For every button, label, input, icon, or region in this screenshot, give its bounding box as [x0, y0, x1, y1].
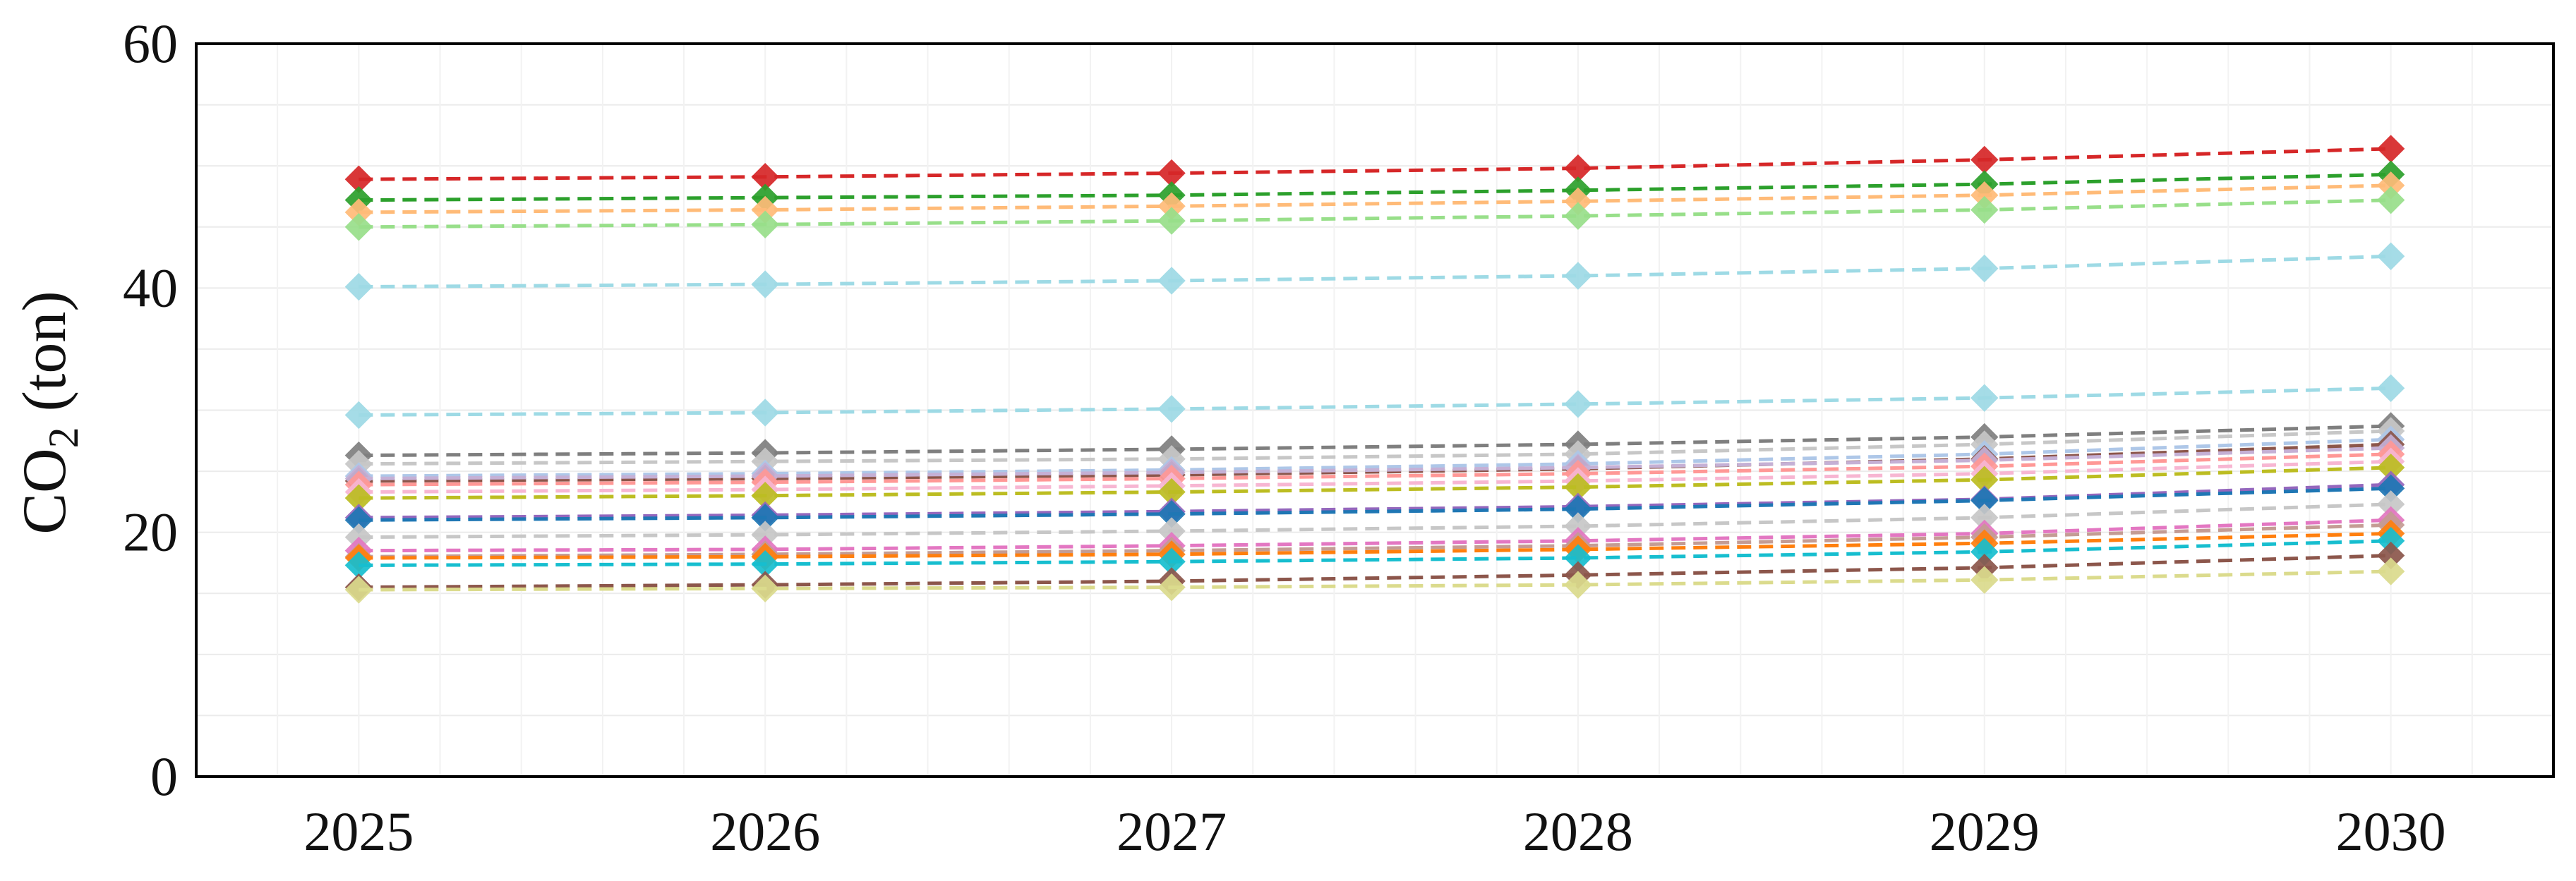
data-point — [344, 401, 373, 430]
data-point — [344, 272, 373, 301]
series-line — [359, 452, 2391, 487]
plot-frame — [195, 42, 2555, 778]
data-point — [751, 574, 779, 603]
series-line — [359, 147, 2391, 181]
data-point — [1157, 395, 1186, 423]
data-point — [1157, 207, 1186, 235]
series-line — [359, 198, 2391, 229]
data-point — [1564, 202, 1592, 230]
x-tick-label: 2025 — [303, 801, 414, 862]
series-line — [359, 172, 2391, 202]
series-line — [359, 429, 2391, 466]
series-line — [359, 523, 2391, 559]
series-line — [359, 183, 2391, 214]
series-4 — [344, 186, 2405, 241]
series-line — [359, 486, 2391, 522]
series-group — [344, 135, 2405, 604]
y-tick-label: 60 — [123, 13, 178, 74]
data-point — [2376, 242, 2405, 271]
series-14 — [344, 454, 2405, 512]
data-point — [1157, 573, 1186, 602]
series-line — [359, 518, 2391, 553]
series-5 — [344, 242, 2405, 301]
series-1 — [344, 135, 2405, 193]
y-tick-label: 0 — [150, 746, 178, 807]
x-tick-label: 2030 — [2336, 801, 2446, 862]
data-point — [1970, 566, 1999, 594]
data-point — [1157, 267, 1186, 295]
series-line — [359, 531, 2391, 560]
y-tick-label: 20 — [123, 502, 178, 563]
series-3 — [344, 171, 2405, 226]
series-line — [359, 539, 2391, 567]
series-23 — [344, 557, 2405, 604]
data-point — [2376, 186, 2405, 214]
data-point — [1970, 384, 1999, 412]
series-21 — [344, 527, 2405, 580]
series-line — [359, 446, 2391, 480]
y-axis-label-suffix: (ton) — [11, 291, 79, 427]
y-tick-label: 40 — [123, 257, 178, 318]
data-point — [1564, 390, 1592, 418]
y-axis-label-subscript: 2 — [40, 427, 87, 448]
series-line — [359, 437, 2391, 478]
series-line — [359, 386, 2391, 417]
data-point — [751, 210, 779, 238]
series-line — [359, 424, 2391, 458]
axis-ticks: 2025 2026 2027 2028 2029 2030 0 20 40 60 — [123, 13, 2446, 862]
series-16 — [344, 474, 2405, 535]
series-line — [359, 466, 2391, 500]
series-6 — [344, 374, 2405, 430]
data-point — [344, 576, 373, 604]
data-point — [344, 213, 373, 241]
data-point — [751, 270, 779, 298]
x-tick-label: 2029 — [1930, 801, 2040, 862]
series-line — [359, 254, 2391, 289]
y-axis-label: CO2 (ton) — [11, 291, 87, 534]
data-point — [1970, 195, 1999, 224]
x-tick-label: 2028 — [1523, 801, 1633, 862]
data-point — [1970, 254, 1999, 283]
data-point — [1564, 571, 1592, 599]
data-point — [1564, 262, 1592, 290]
data-point — [751, 399, 779, 427]
data-point — [2376, 557, 2405, 585]
series-line — [359, 554, 2391, 590]
series-line — [359, 569, 2391, 592]
data-point — [2376, 374, 2405, 403]
series-line — [359, 459, 2391, 494]
x-tick-label: 2027 — [1117, 801, 1227, 862]
x-tick-label: 2026 — [710, 801, 820, 862]
series-line — [359, 502, 2391, 540]
